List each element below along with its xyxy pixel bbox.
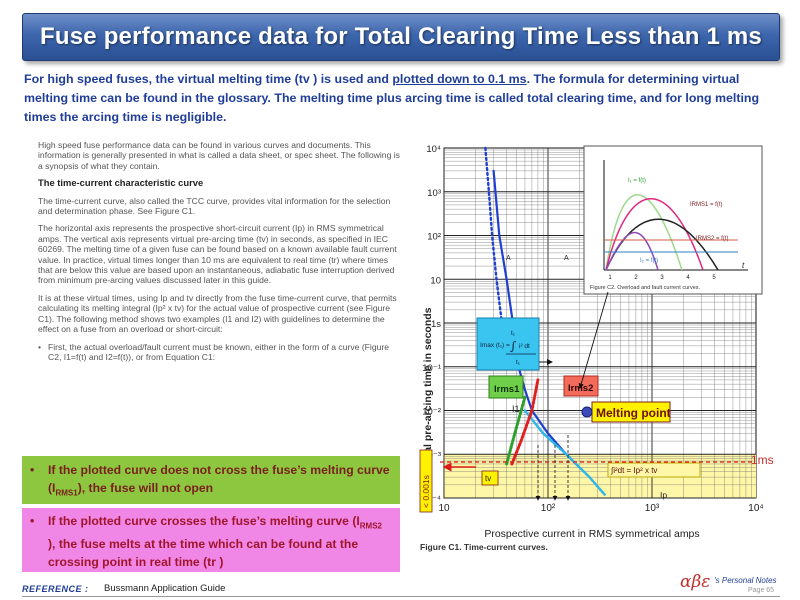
doc-paragraph: The horizontal axis represents the prosp… bbox=[38, 223, 397, 286]
irms1-label: Irms1 bbox=[494, 384, 520, 395]
svg-text:t₁: t₁ bbox=[516, 359, 521, 366]
series-line bbox=[505, 395, 527, 466]
doc-paragraph: High speed fuse performance data can be … bbox=[38, 140, 400, 171]
title-bar: Fuse performance data for Total Clearing… bbox=[22, 13, 780, 61]
a-right-label: A bbox=[564, 255, 569, 262]
logo-subtitle: ’s Personal Notes bbox=[714, 576, 777, 585]
inset-x-tick: 5 bbox=[712, 275, 716, 281]
y-axis-label: Virtual pre-arcing time in seconds bbox=[422, 307, 434, 476]
note-no-open: • If the plotted curve does not cross th… bbox=[22, 456, 400, 504]
integral-box: Imax (t₁) = t₁ ∫ i² dt t₁ bbox=[476, 317, 540, 371]
figure-caption: Figure C1. Time-current curves. bbox=[420, 542, 548, 552]
x-axis-label: Prospective current in RMS symmetrical a… bbox=[484, 528, 699, 540]
y-tick-label: 1s bbox=[431, 319, 441, 330]
intro-text-1: For high speed fuses, the virtual meltin… bbox=[24, 72, 393, 86]
formula-box bbox=[607, 462, 701, 478]
inset-x-tick: 1 bbox=[608, 275, 612, 281]
inset-curve-label: IRMS1 = f(t) bbox=[690, 202, 723, 208]
melting-point-marker bbox=[581, 406, 593, 418]
svg-text:t₁: t₁ bbox=[511, 330, 516, 337]
irms1-label-box bbox=[488, 375, 524, 399]
note-pink-text-b: ), the fuse melts at the time which can … bbox=[48, 537, 359, 570]
y-tick-label: 10⁴ bbox=[426, 144, 441, 155]
x-tick-label: 10³ bbox=[645, 503, 660, 514]
inset-curve-label: I₁ = f(t) bbox=[628, 178, 646, 184]
x-tick-label: 10⁴ bbox=[748, 503, 763, 514]
inset-curve-label: I₂ = f(t) bbox=[640, 258, 658, 264]
one-ms-label: 1ms bbox=[751, 453, 774, 467]
note-pink-sub: RMS2 bbox=[359, 521, 383, 531]
doc-paragraph: The time-current curve, also called the … bbox=[38, 195, 391, 217]
doc-paragraph: It is at these virtual times, using Ip a… bbox=[38, 292, 397, 335]
note-pink-text-a: If the plotted curve crosses the fuse’s … bbox=[48, 514, 360, 528]
a-left-label: A bbox=[506, 255, 511, 262]
y-tick-label: 10⁻¹ bbox=[422, 363, 441, 374]
inset-figure: t I₁ = f(t) IRMS1 = f(t) IRMS2 = f(t) I₂… bbox=[583, 145, 763, 295]
inset-t-label: t bbox=[742, 261, 745, 270]
svg-text:∫: ∫ bbox=[510, 339, 517, 353]
note-fuse-melts: • If the plotted curve crosses the fuse’… bbox=[22, 508, 400, 572]
ip-label: Ip bbox=[660, 490, 667, 500]
inset-curve-label: IRMS2 = f(t) bbox=[696, 236, 729, 242]
page-title: Fuse performance data for Total Clearing… bbox=[40, 23, 762, 50]
reference-source: Bussmann Application Guide bbox=[104, 583, 226, 594]
series-line bbox=[484, 146, 504, 325]
lt-1ms-label: < 0.001s bbox=[421, 475, 431, 508]
y-tick-label: 10² bbox=[427, 232, 441, 243]
inset-caption: Figure C2. Overload and fault current cu… bbox=[590, 285, 701, 291]
y-tick-label: 10⁻² bbox=[422, 407, 441, 418]
page-number: Page 65 bbox=[748, 587, 775, 594]
time-current-chart: 1010²10³10⁴10⁴10³10²101s10⁻¹10⁻²10⁻³10⁻⁴… bbox=[419, 144, 764, 552]
inset-x-tick: 4 bbox=[686, 275, 690, 281]
tv-label: tv bbox=[485, 474, 491, 483]
document-excerpt: High speed fuse performance data can be … bbox=[38, 140, 400, 369]
melting-point-label: Melting point bbox=[596, 406, 671, 420]
intro-text-2: . The formula for determining virtual me… bbox=[24, 72, 760, 124]
footer-divider bbox=[22, 596, 780, 597]
intro-underlined: plotted down to 0.1 ms bbox=[392, 72, 527, 86]
x-tick-label: 10 bbox=[438, 503, 450, 514]
logo: αβε bbox=[680, 572, 711, 592]
series-line bbox=[523, 409, 606, 496]
y-tick-label: 10 bbox=[430, 275, 441, 286]
tv-box bbox=[481, 470, 499, 486]
x-tick-label: 10² bbox=[541, 503, 556, 514]
formula-label: ∫i²dt = Ip² x tv bbox=[610, 466, 657, 475]
inset-x-tick: 3 bbox=[660, 275, 664, 281]
svg-text:i² dt: i² dt bbox=[519, 343, 530, 350]
doc-bullet: First, the actual overload/fault current… bbox=[38, 342, 400, 363]
integral-label: Imax (t₁) = bbox=[480, 342, 510, 349]
note-green-text-b: ), the fuse will not open bbox=[77, 481, 214, 495]
i1-label: I1 bbox=[512, 404, 520, 414]
series-line bbox=[510, 378, 540, 466]
intro-paragraph: For high speed fuses, the virtual meltin… bbox=[24, 70, 778, 127]
y-tick-label: 10³ bbox=[427, 188, 441, 199]
inset-x-tick: 2 bbox=[634, 275, 638, 281]
lt-1ms-box bbox=[419, 449, 433, 513]
reference-label: REFERENCE : bbox=[22, 584, 89, 594]
doc-heading: The time-current characteristic curve bbox=[38, 177, 204, 189]
note-green-sub: RMS1 bbox=[55, 488, 78, 498]
note-green-text-a: If the plotted curve does not cross the … bbox=[48, 463, 390, 495]
